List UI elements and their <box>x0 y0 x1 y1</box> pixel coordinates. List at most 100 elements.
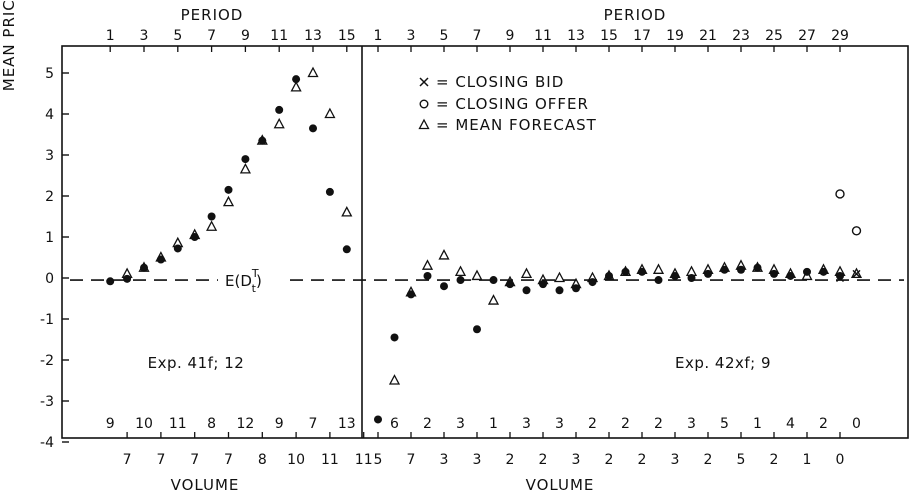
volume-bottom-label: 2 <box>506 452 515 468</box>
contract-price-dot <box>506 280 514 289</box>
contract-price-dot <box>241 155 250 164</box>
contract-price-dot <box>374 415 382 424</box>
mean-forecast-triangle <box>307 66 319 78</box>
volume-bottom-label: 3 <box>440 452 449 468</box>
y-tick-label: -2 <box>40 353 54 369</box>
volume-top-label: 1 <box>753 416 762 432</box>
period-tick-label: 15 <box>338 28 356 44</box>
volume-title: VOLUME <box>171 476 240 494</box>
plot-frame <box>61 45 909 439</box>
y-tick-label: -3 <box>40 394 54 410</box>
period-tick-label: 19 <box>666 28 684 44</box>
mean-forecast-triangle <box>487 294 500 305</box>
contract-price-dot <box>173 244 182 253</box>
mean-forecast-triangle <box>520 267 533 279</box>
volume-top-label: 3 <box>555 416 564 432</box>
volume-top-label: 2 <box>654 416 663 432</box>
period-tick-label: 17 <box>633 28 651 44</box>
contract-price-dot <box>704 269 712 278</box>
contract-price-dot <box>489 276 498 285</box>
volume-bottom-label: 3 <box>671 452 680 468</box>
reference-line: E(DT t) <box>70 267 904 295</box>
y-tick-label: 3 <box>45 148 54 164</box>
mean-forecast-triangle <box>273 117 285 129</box>
legend: = CLOSING BID = CLOSING OFFER = MEAN FOREC… <box>418 73 597 134</box>
contract-price-dot <box>309 124 317 133</box>
y-tick-label: 4 <box>45 107 54 123</box>
period-tick-label: 27 <box>798 28 816 44</box>
period-tick-label: 13 <box>304 28 322 44</box>
contract-price-dot <box>836 271 844 280</box>
contract-price-dot <box>423 271 432 280</box>
period-tick-label: 1 <box>106 28 115 44</box>
mean-forecast-triangle <box>438 249 450 260</box>
closing-bid-cross <box>852 269 861 278</box>
volume-bottom-label: 0 <box>836 452 845 468</box>
contract-price-dot <box>522 286 531 295</box>
volume-top-label: 2 <box>621 416 630 432</box>
period-tick-label: 7 <box>473 28 482 44</box>
volume-bottom-label: 2 <box>539 452 548 468</box>
volume-top-label: 5 <box>720 416 729 432</box>
period-tick-label: 5 <box>173 28 182 44</box>
closing-offer-circle <box>835 189 845 199</box>
volume-bottom-label: 2 <box>704 452 713 468</box>
volume-top-label: 7 <box>309 416 318 432</box>
volume-top-label: 2 <box>588 416 597 432</box>
volume-title: VOLUME <box>526 476 595 494</box>
mean-forecast-triangle <box>652 263 665 274</box>
volume-bottom-label: 2 <box>770 452 779 468</box>
mean-forecast-triangle <box>290 80 302 92</box>
volume-top-label: 2 <box>423 416 432 432</box>
y-axis: 5 4 3 2 1 0 -1 -2 -3 -4 <box>40 66 69 451</box>
expected-dividend-label: E(DT t) <box>225 267 262 295</box>
y-tick-label: -1 <box>40 312 54 328</box>
legend-entry-label: = CLOSING OFFER <box>436 95 589 113</box>
contract-price-dot <box>342 245 351 254</box>
volume-bottom-label: 8 <box>258 452 267 468</box>
volume-bottom-label: 7 <box>123 452 132 468</box>
contract-price-dot <box>407 290 415 299</box>
contract-price-dot <box>770 269 778 278</box>
volume-top-label: 3 <box>522 416 531 432</box>
volume-top-label: 9 <box>275 416 284 432</box>
legend-entry-label: = MEAN FORECAST <box>436 116 597 134</box>
y-tick-label: 2 <box>45 189 54 205</box>
contract-price-dot <box>390 333 399 342</box>
volume-top-label: 8 <box>207 416 216 432</box>
contract-price-dot <box>440 282 448 291</box>
volume-top-label: 12 <box>236 416 254 432</box>
contract-price-dot <box>539 280 547 289</box>
contract-price-dot <box>621 267 630 276</box>
experiment-label: Exp. 42xf; 9 <box>675 354 771 372</box>
contract-price-dot <box>572 284 580 293</box>
volume-bottom-label: 3 <box>473 452 482 468</box>
volume-bottom-label: 7 <box>156 452 165 468</box>
mean-forecast-triangle <box>553 271 566 283</box>
volume-bottom-label: 1 <box>803 452 812 468</box>
mean-forecast-triangle <box>324 107 336 119</box>
period-tick-label: 9 <box>241 28 250 44</box>
volume-bottom-label: 2 <box>638 452 647 468</box>
volume-top-label: 2 <box>819 416 828 432</box>
experiment-label: Exp. 41f; 12 <box>148 354 245 372</box>
mean-forecast-triangle <box>471 269 483 281</box>
contract-price-dot <box>671 271 679 280</box>
contract-price-dot <box>156 255 165 264</box>
mean-forecast-triangle <box>421 259 434 270</box>
contract-price-dot <box>638 267 646 276</box>
period-tick-label: 11 <box>270 28 288 44</box>
volume-top-label: 4 <box>786 416 795 432</box>
volume-bottom-label: 7 <box>224 452 233 468</box>
volume-bottom-label: 7 <box>190 452 199 468</box>
contract-price-dot <box>275 105 284 114</box>
contract-price-dot <box>258 136 267 145</box>
period-tick-label: 21 <box>699 28 717 44</box>
contract-price-dot <box>473 325 481 334</box>
contract-price-dot <box>190 233 199 241</box>
period-tick-label: 3 <box>407 28 416 44</box>
volume-bottom-label: 10 <box>287 452 305 468</box>
contract-price-dot <box>720 265 729 274</box>
